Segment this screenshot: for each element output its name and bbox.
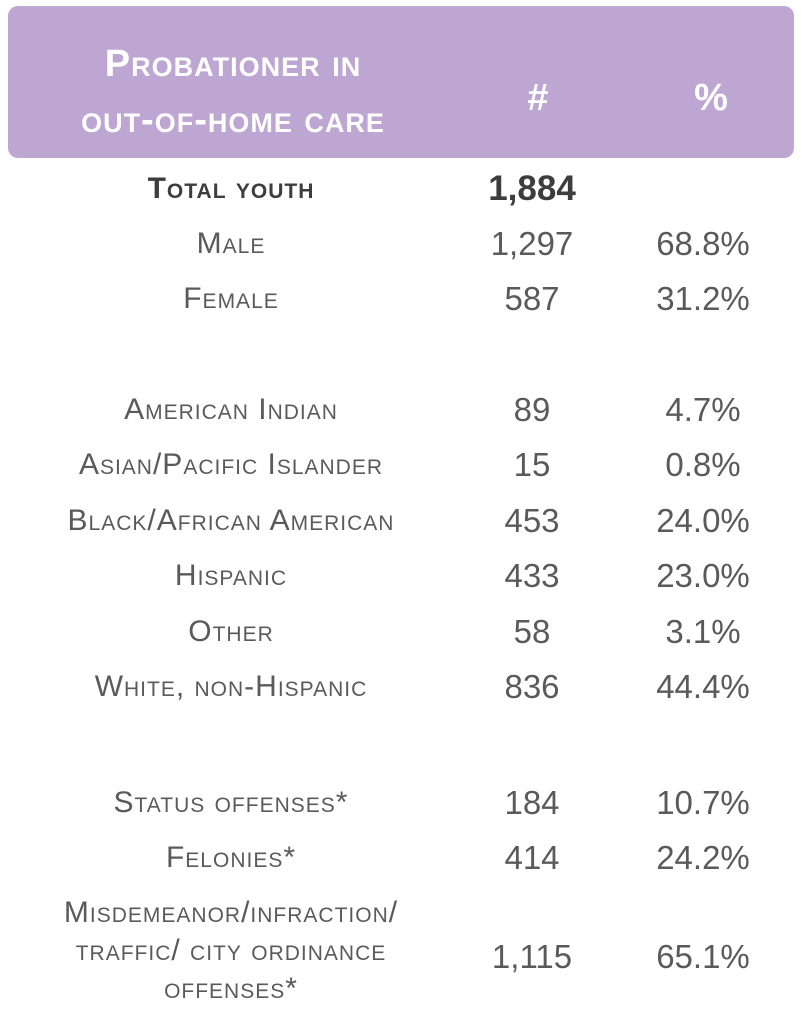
table-header: Probationer in out-of-home care # % <box>8 6 794 158</box>
row-count: 414 <box>504 839 560 876</box>
row-label-line2: traffic/ city ordinance <box>75 934 387 967</box>
row-label: Felonies* <box>165 841 297 874</box>
row-label: Misdemeanor/infraction/ traffic/ city or… <box>0 894 462 1020</box>
row-count: 587 <box>504 280 560 317</box>
row-count: 836 <box>504 668 560 705</box>
row-percent: 23.0% <box>656 557 750 594</box>
row-percent: 24.0% <box>656 502 750 539</box>
row-percent: 10.7% <box>656 784 750 821</box>
row-label-line3: offenses* <box>164 972 298 1005</box>
row-label: White, non-Hispanic <box>94 670 368 703</box>
row-count: 453 <box>504 502 560 539</box>
table-row: Female 587 31.2% <box>0 274 802 324</box>
row-count: 1,297 <box>490 225 574 262</box>
row-percent: 65.1% <box>656 938 750 975</box>
header-percent-column: % <box>694 77 728 119</box>
row-label: Total youth <box>147 172 315 205</box>
row-percent: 44.4% <box>656 668 750 705</box>
row-percent: 3.1% <box>665 613 741 650</box>
row-percent: 24.2% <box>656 839 750 876</box>
table-row: Other 58 3.1% <box>0 607 802 657</box>
row-label: Male <box>196 227 266 260</box>
row-percent <box>630 164 776 214</box>
row-label: Black/African American <box>67 504 395 537</box>
row-label: Status offenses* <box>113 786 349 819</box>
header-category-label: Probationer in out-of-home care <box>8 36 458 148</box>
table-row: White, non-Hispanic 836 44.4% <box>0 662 802 712</box>
row-percent: 4.7% <box>665 391 741 428</box>
row-percent: 0.8% <box>665 446 741 483</box>
table-row: Black/African American 453 24.0% <box>0 496 802 546</box>
row-label: Asian/Pacific Islander <box>78 448 384 481</box>
row-count: 89 <box>513 391 551 428</box>
row-label: Female <box>183 282 279 315</box>
row-count: 1,115 <box>491 938 573 975</box>
table-row: American Indian 89 4.7% <box>0 385 802 435</box>
row-count: 433 <box>504 557 560 594</box>
row-count: 184 <box>504 784 560 821</box>
row-label-line1: Misdemeanor/infraction/ <box>63 896 399 929</box>
row-percent: 31.2% <box>656 280 750 317</box>
table-row-misdemeanor: Misdemeanor/infraction/ traffic/ city or… <box>0 894 802 1020</box>
header-count-column: # <box>527 77 549 119</box>
row-count: 15 <box>513 446 551 483</box>
row-label: American Indian <box>124 393 338 426</box>
table-row: Status offenses* 184 10.7% <box>0 778 802 828</box>
row-percent: 68.8% <box>656 225 750 262</box>
row-count: 58 <box>513 613 551 650</box>
table-row-total: Total youth 1,884 <box>0 164 802 214</box>
header-label-line1: Probationer in <box>104 43 362 85</box>
row-count: 1,884 <box>488 169 576 208</box>
table-row: Male 1,297 68.8% <box>0 219 802 269</box>
table-row: Asian/Pacific Islander 15 0.8% <box>0 440 802 490</box>
row-label: Other <box>188 615 274 648</box>
header-label-line2: out-of-home care <box>81 99 385 141</box>
table-row: Felonies* 414 24.2% <box>0 833 802 883</box>
table-row: Hispanic 433 23.0% <box>0 551 802 601</box>
row-label: Hispanic <box>174 559 288 592</box>
